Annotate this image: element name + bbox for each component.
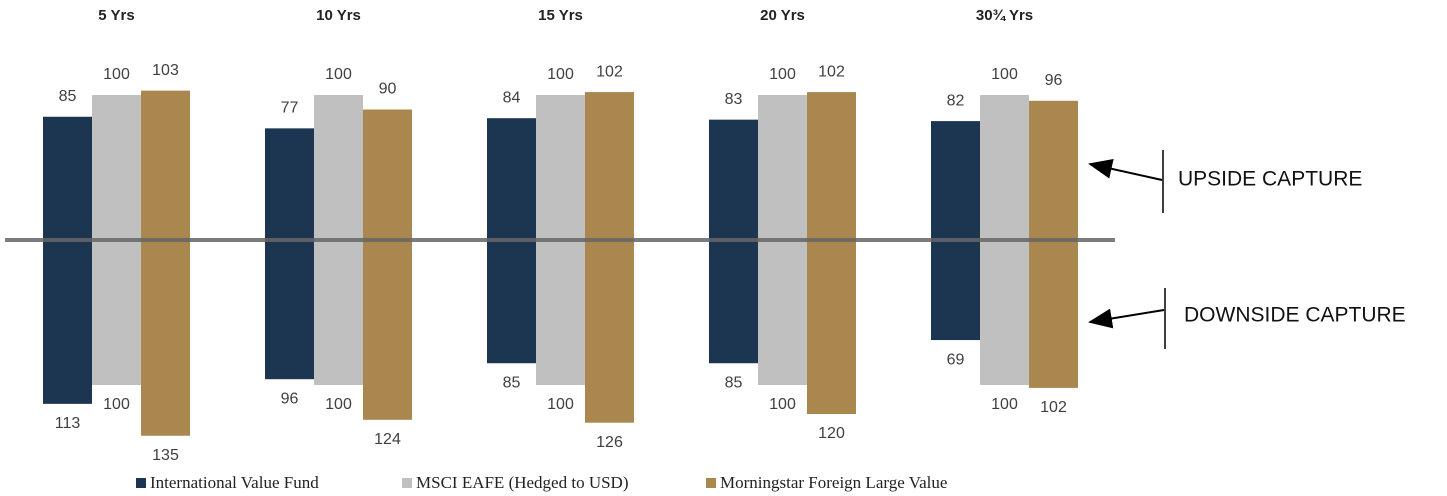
upside-label: 82 xyxy=(947,92,965,109)
upside-label: 100 xyxy=(547,66,574,83)
upside-label: 84 xyxy=(503,89,521,106)
downside-label: 100 xyxy=(769,396,796,413)
upside-bar xyxy=(92,95,141,240)
category-label: 30¾ Yrs xyxy=(976,7,1033,24)
upside-bar xyxy=(585,92,634,240)
downside-bar xyxy=(141,240,190,436)
downside-label: 85 xyxy=(725,374,743,391)
downside-label: 96 xyxy=(281,390,299,407)
downside-bar xyxy=(314,240,363,385)
upside-bar xyxy=(1029,100,1078,240)
downside-label: 100 xyxy=(547,396,574,413)
upside-label: 90 xyxy=(379,81,397,98)
upside-bar xyxy=(758,95,807,240)
downside-label: 100 xyxy=(991,396,1018,413)
downside-bar xyxy=(807,240,856,414)
upside-label: 100 xyxy=(103,66,130,83)
legend-label: Morningstar Foreign Large Value xyxy=(720,473,947,492)
upside-bar xyxy=(265,128,314,240)
upside-arrow xyxy=(1088,159,1163,181)
legend-label: International Value Fund xyxy=(150,473,319,492)
downside-annotation: DOWNSIDE CAPTURE xyxy=(1184,304,1406,327)
upside-label: 100 xyxy=(325,66,352,83)
downside-label: 102 xyxy=(1040,399,1067,416)
legend-label: MSCI EAFE (Hedged to USD) xyxy=(416,473,629,492)
downside-label: 124 xyxy=(374,431,401,448)
upside-bar xyxy=(709,119,758,240)
upside-bar xyxy=(931,121,980,240)
downside-bar xyxy=(709,240,758,364)
downside-bar xyxy=(931,240,980,341)
upside-bar xyxy=(141,90,190,241)
downside-label: 126 xyxy=(596,434,623,451)
upside-bar xyxy=(314,95,363,240)
downside-bar xyxy=(585,240,634,423)
downside-bar xyxy=(536,240,585,385)
category-label: 10 Yrs xyxy=(316,7,361,24)
downside-label: 120 xyxy=(818,425,845,442)
downside-bar xyxy=(487,240,536,364)
upside-label: 77 xyxy=(281,100,299,117)
upside-bar xyxy=(487,118,536,240)
downside-bar xyxy=(265,240,314,380)
upside-label: 100 xyxy=(769,66,796,83)
upside-label: 103 xyxy=(152,62,179,79)
legend-swatch xyxy=(136,478,146,488)
upside-bar xyxy=(536,95,585,240)
downside-bar xyxy=(758,240,807,385)
upside-label: 102 xyxy=(818,63,845,80)
upside-label: 83 xyxy=(725,91,743,108)
downside-label: 100 xyxy=(103,396,130,413)
upside-label: 100 xyxy=(991,66,1018,83)
upside-bar xyxy=(980,95,1029,240)
category-label: 20 Yrs xyxy=(760,7,805,24)
upside-label: 96 xyxy=(1045,72,1063,89)
upside-annotation: UPSIDE CAPTURE xyxy=(1178,168,1362,191)
upside-bar xyxy=(807,92,856,240)
downside-bar xyxy=(1029,240,1078,388)
downside-bar xyxy=(980,240,1029,385)
category-label: 15 Yrs xyxy=(538,7,583,24)
upside-label: 85 xyxy=(59,88,77,105)
legend-swatch xyxy=(402,478,412,488)
downside-label: 69 xyxy=(947,351,965,368)
upside-bar xyxy=(363,109,412,240)
downside-label: 100 xyxy=(325,396,352,413)
downside-label: 113 xyxy=(55,415,81,432)
legend-swatch xyxy=(706,478,716,488)
downside-bar xyxy=(43,240,92,404)
downside-label: 135 xyxy=(152,447,179,464)
downside-label: 85 xyxy=(503,374,521,391)
downside-bar xyxy=(92,240,141,385)
upside-bar xyxy=(43,116,92,240)
downside-arrow xyxy=(1088,308,1165,329)
category-label: 5 Yrs xyxy=(98,7,134,24)
upside-label: 102 xyxy=(596,63,623,80)
downside-bar xyxy=(363,240,412,420)
